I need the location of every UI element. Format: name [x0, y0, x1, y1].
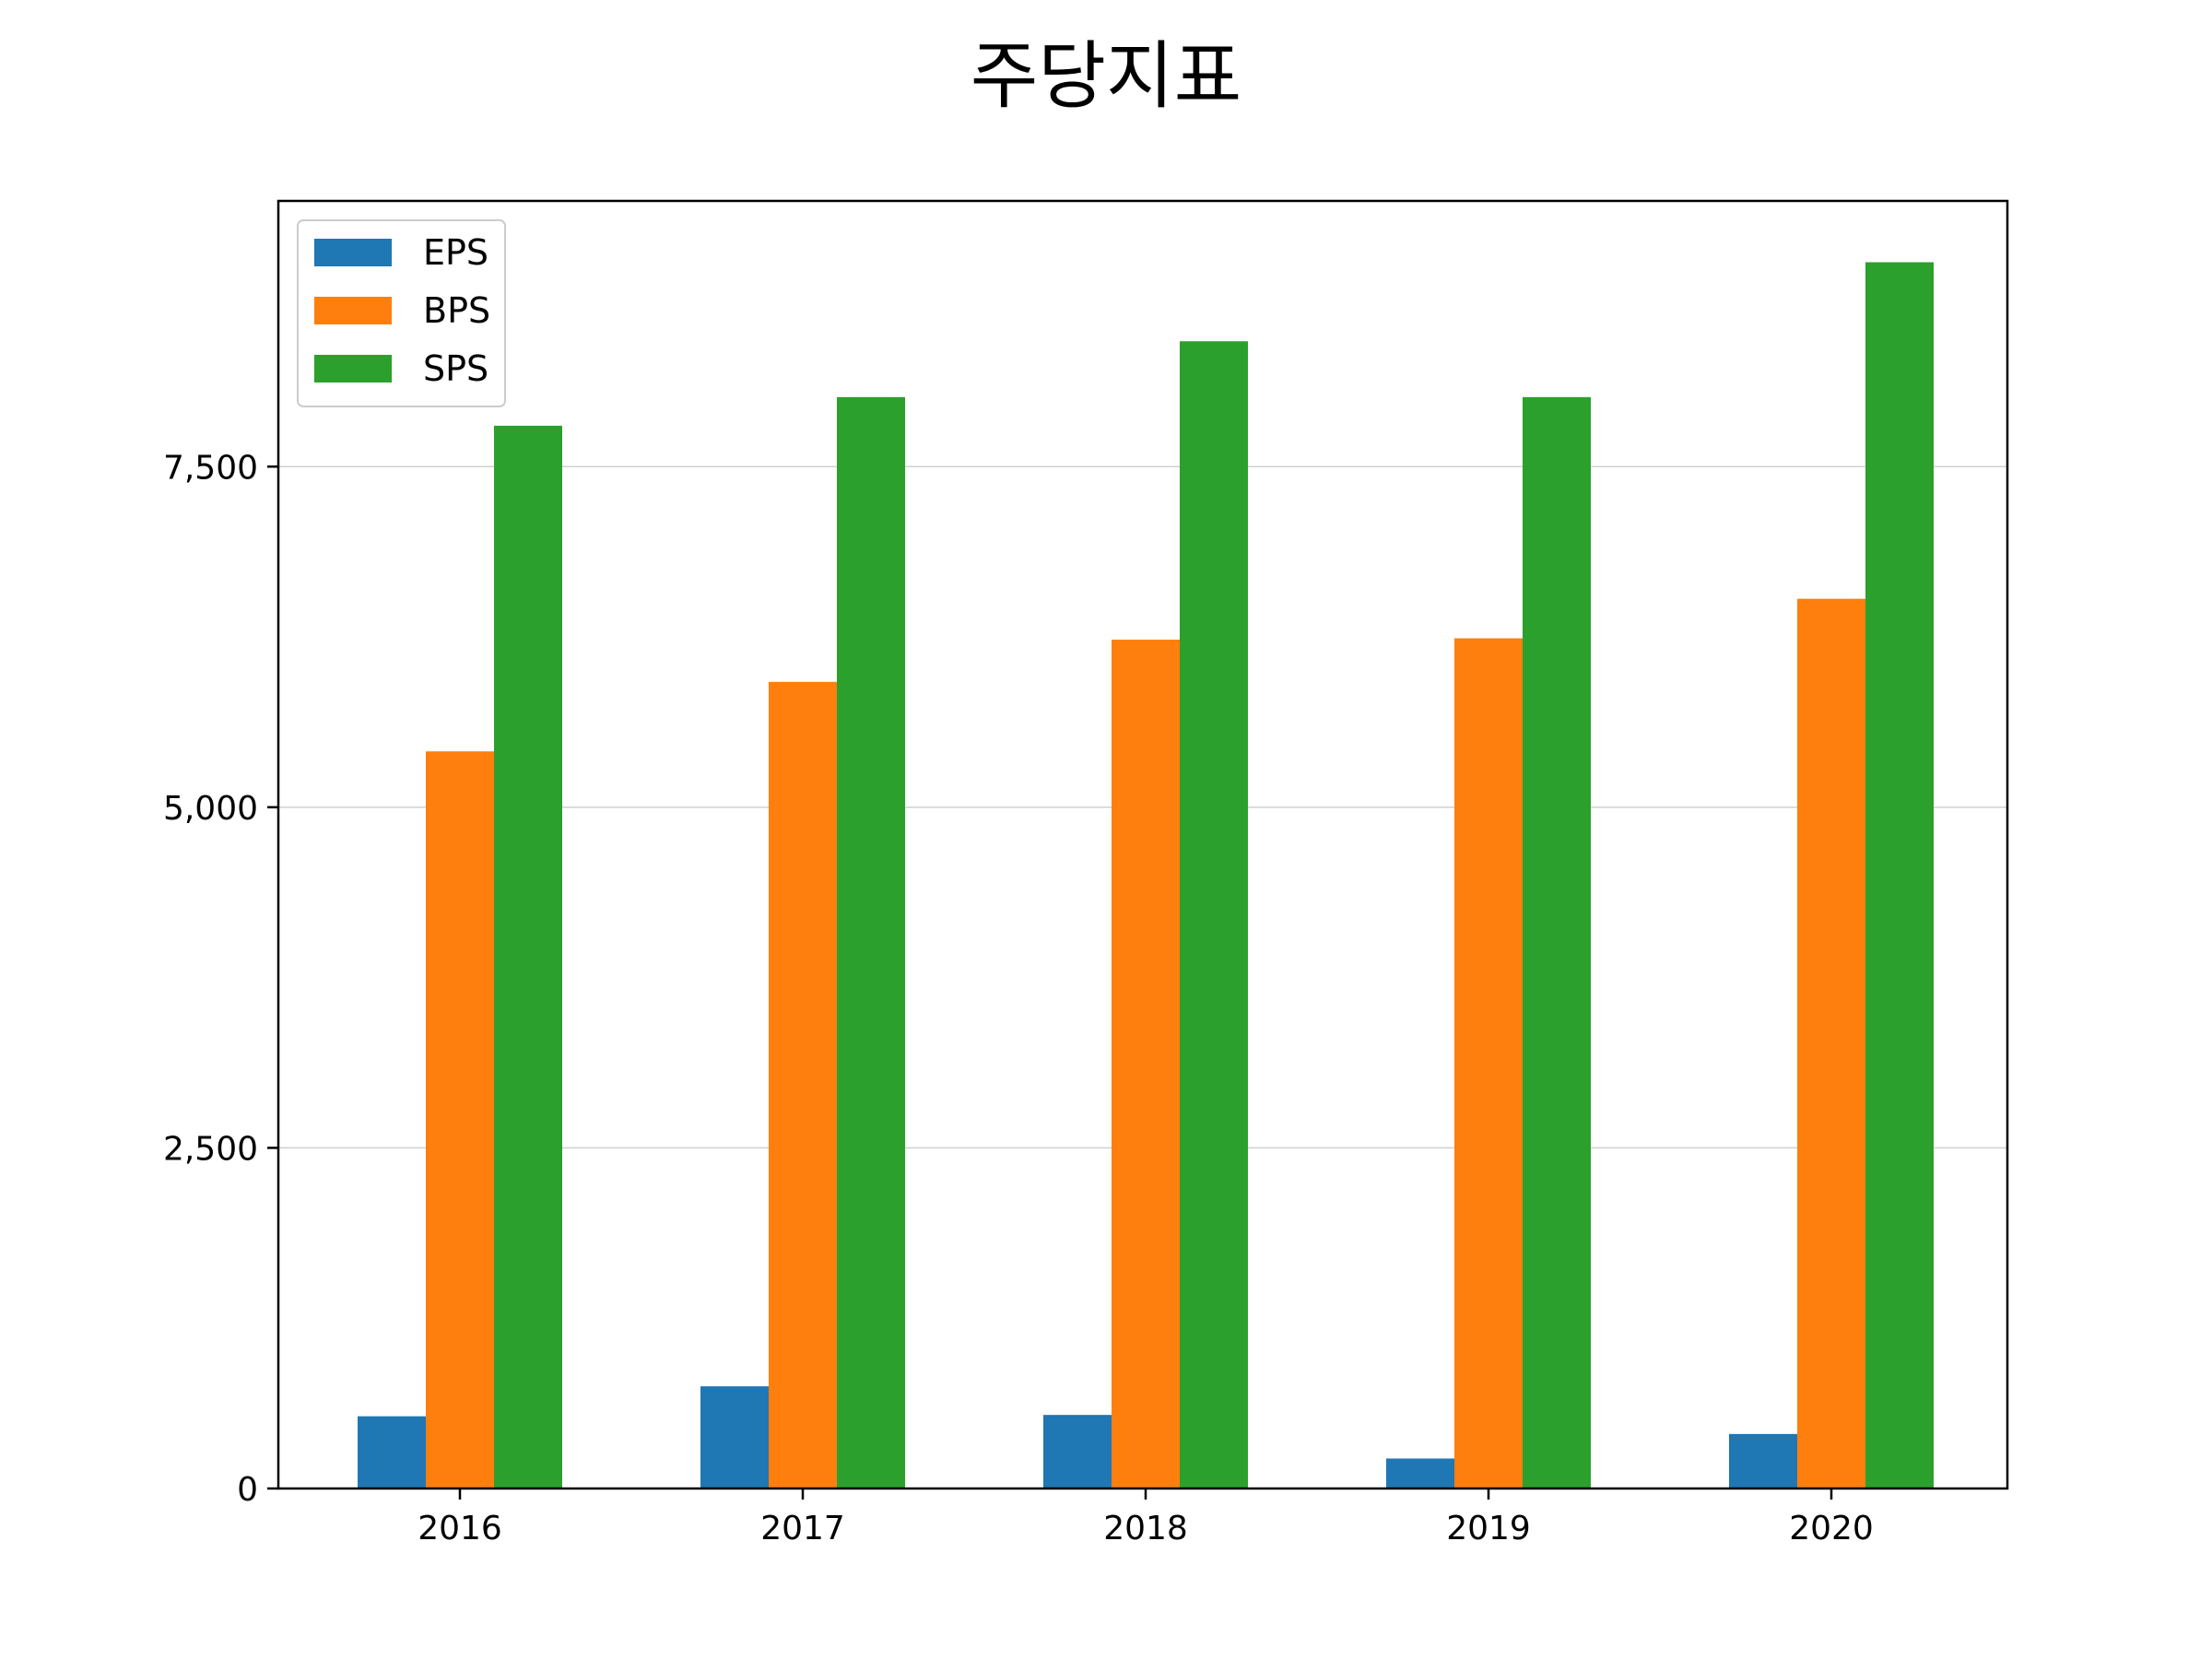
bar-eps-2017 — [700, 1386, 769, 1488]
bar-sps-2016 — [494, 425, 562, 1488]
bar-sps-2020 — [1865, 262, 1934, 1488]
y-tick-label: 2,500 — [163, 1130, 258, 1168]
bar-eps-2016 — [358, 1416, 426, 1488]
legend-swatch-bps — [314, 297, 392, 324]
bar-eps-2018 — [1043, 1415, 1112, 1488]
bar-eps-2019 — [1386, 1458, 1454, 1488]
legend: EPS BPS SPS — [297, 219, 506, 407]
bar-eps-2020 — [1729, 1433, 1797, 1488]
x-tick-label: 2016 — [418, 1510, 502, 1547]
y-axis-ticks: 0 2,500 5,000 7,500 — [163, 449, 278, 1509]
legend-swatch-sps — [314, 355, 392, 382]
bar-bps-2020 — [1797, 598, 1865, 1488]
bar-sps-2018 — [1180, 341, 1248, 1488]
legend-label-sps: SPS — [423, 348, 488, 389]
x-axis-ticks: 2016 2017 2018 2019 2020 — [418, 1488, 1874, 1547]
chart-title: 주당지표 — [970, 33, 1242, 119]
x-tick-label: 2018 — [1103, 1510, 1188, 1547]
bar-sps-2019 — [1523, 396, 1591, 1488]
y-tick-label: 7,500 — [163, 449, 258, 487]
bar-bps-2016 — [426, 751, 494, 1488]
legend-swatch-eps — [314, 239, 392, 266]
legend-label-bps: BPS — [423, 290, 490, 331]
x-tick-label: 2017 — [760, 1510, 845, 1547]
y-tick-label: 5,000 — [163, 790, 258, 828]
legend-label-eps: EPS — [423, 232, 488, 273]
bar-bps-2017 — [769, 681, 837, 1488]
bar-bps-2019 — [1454, 638, 1523, 1488]
y-tick-label: 0 — [237, 1471, 258, 1509]
bar-sps-2017 — [837, 396, 905, 1488]
plot-frame — [276, 199, 2009, 1490]
x-tick-label: 2020 — [1789, 1510, 1874, 1547]
bars — [358, 262, 1934, 1488]
bar-bps-2018 — [1112, 640, 1180, 1488]
x-tick-label: 2019 — [1446, 1510, 1531, 1547]
